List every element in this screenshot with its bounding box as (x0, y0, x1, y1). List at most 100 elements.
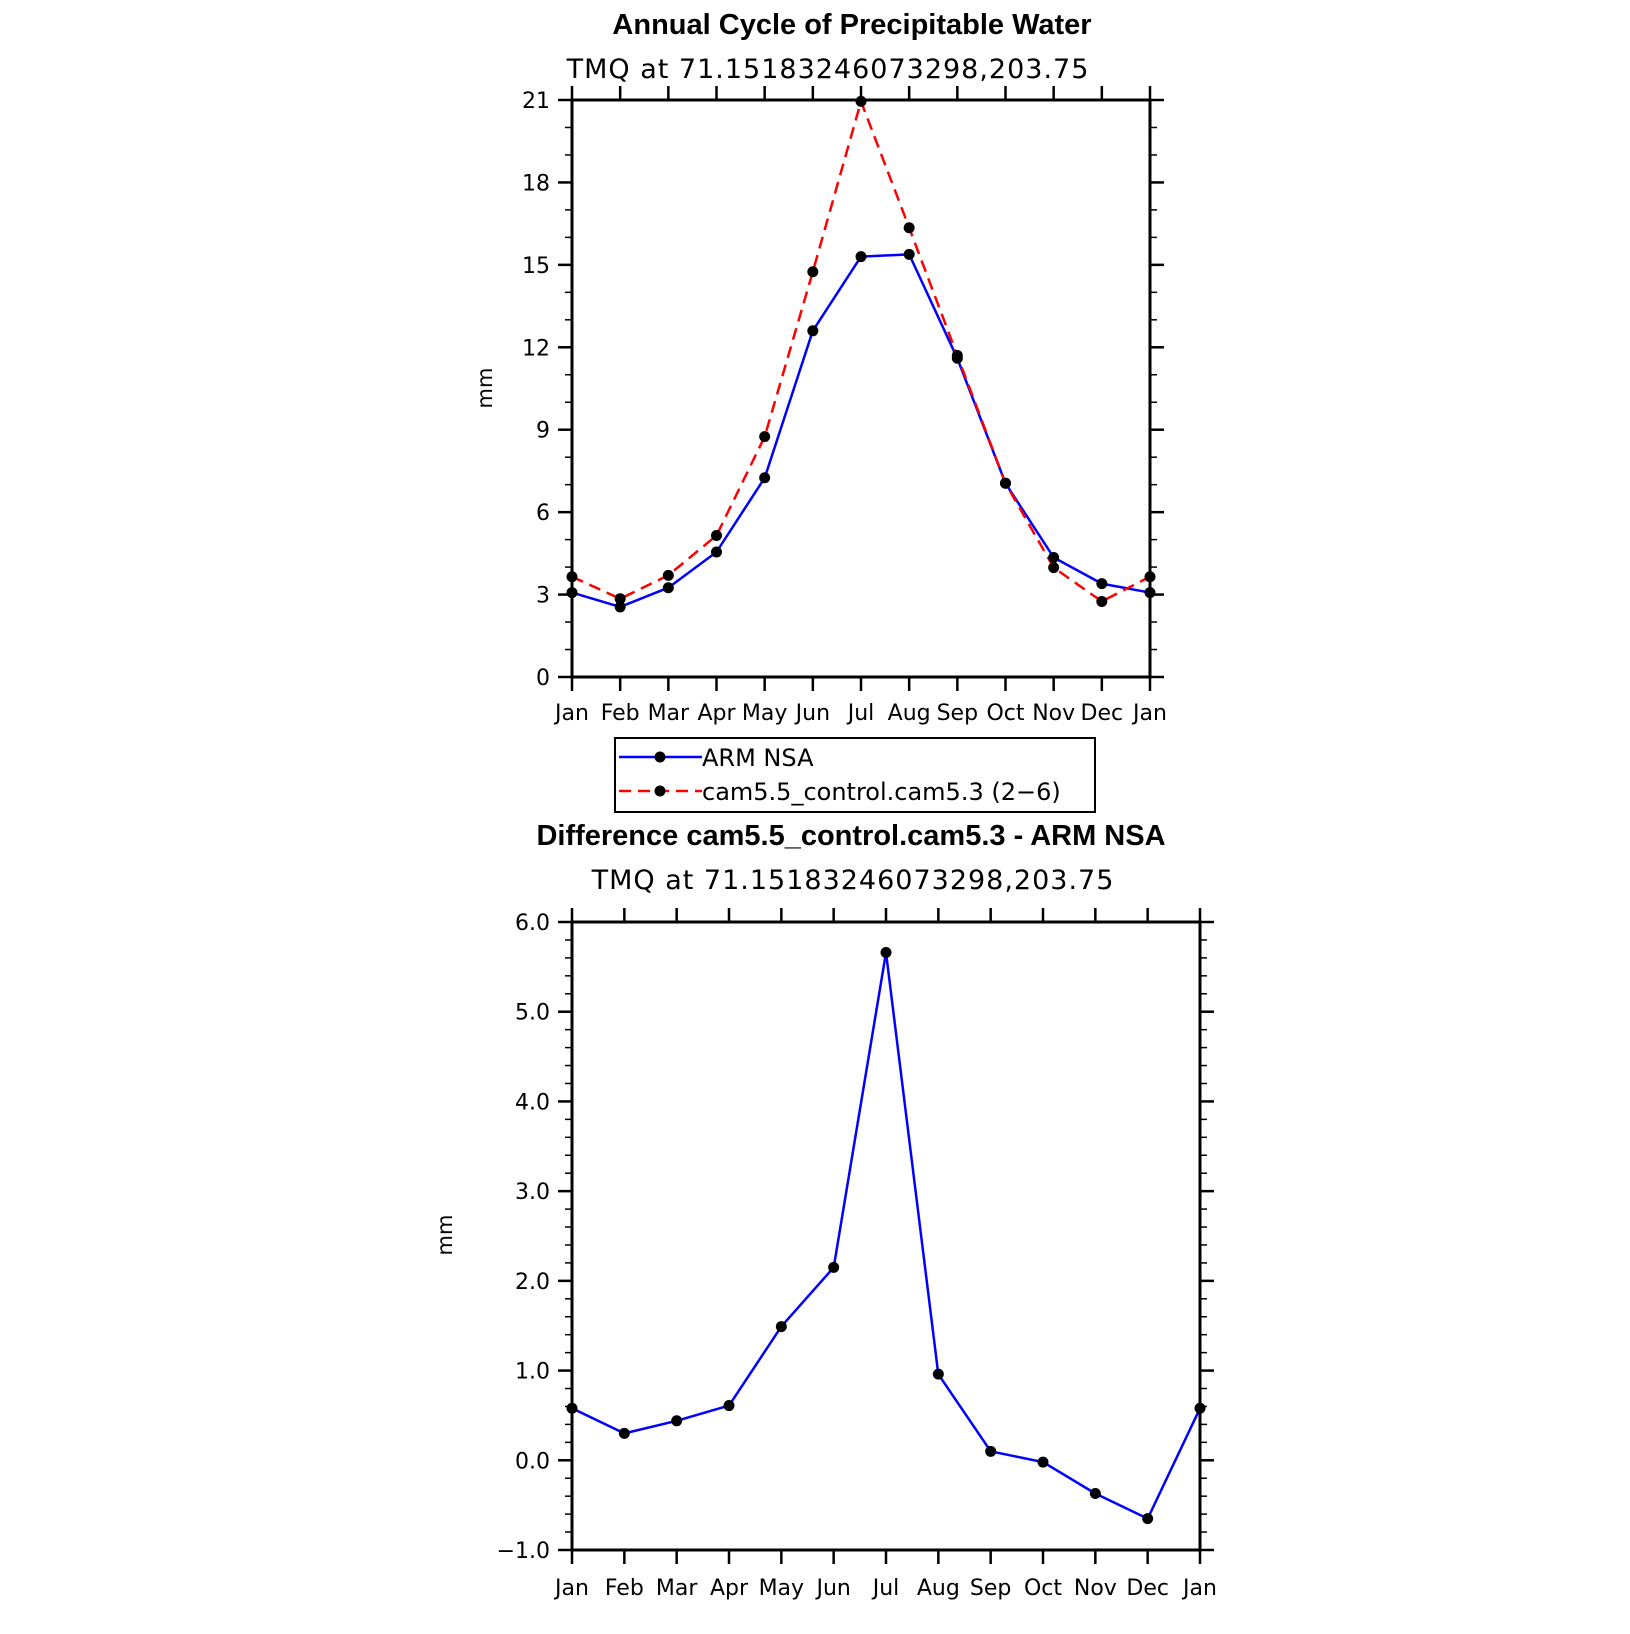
series-line-series-1 (571, 951, 1202, 1520)
legend-marker-arm-nsa (654, 751, 666, 763)
data-point-series-1 (932, 1368, 944, 1380)
data-point-arm-nsa (614, 601, 626, 613)
y-tick-label: 6.0 (515, 911, 550, 936)
data-point-series-1 (1142, 1513, 1154, 1525)
data-point-series-1 (985, 1445, 997, 1457)
legend-marker-cam (654, 785, 666, 797)
data-point-series-1 (671, 1415, 683, 1427)
x-tick-label-jan: Jan (553, 701, 589, 726)
x-tick-label-oct: Oct (986, 701, 1024, 726)
y-tick-label: 0.0 (515, 1449, 550, 1474)
x-tick-label-mar: Mar (656, 1576, 698, 1601)
x-tick-label-jun: Jun (794, 701, 830, 726)
x-tick-label-may: May (742, 701, 787, 726)
data-point-arm-nsa (903, 248, 915, 260)
data-point-cam5-5-control-cam5-3-2-6 (1000, 477, 1011, 489)
y-tick-label: 9 (536, 419, 550, 444)
x-tick-label-oct: Oct (1024, 1576, 1062, 1601)
data-point-cam5-5-control-cam5-3-2-6 (1096, 595, 1108, 607)
y-tick-label: 4.0 (515, 1090, 550, 1115)
data-point-cam5-5-control-cam5-3-2-6 (951, 350, 963, 362)
x-tick-label-feb: Feb (601, 701, 640, 726)
series-line-arm-nsa (571, 253, 1151, 609)
series-line-cam5-5-control-cam5-3-2-6 (571, 100, 1151, 603)
data-point-cam5-5-control-cam5-3-2-6 (759, 431, 771, 443)
legend: ARM NSA cam5.5_control.cam5.3 (2−6) (614, 737, 1096, 813)
x-tick-label-dec: Dec (1081, 701, 1124, 726)
chart-subtitle: TMQ at 71.15183246073298,203.75 (591, 865, 1115, 896)
x-tick-label-jun: Jun (814, 1576, 850, 1601)
x-tick-label-jan: Jan (1181, 1576, 1217, 1601)
data-point-series-1 (828, 1261, 840, 1273)
data-point-series-1 (1037, 1456, 1049, 1468)
chart-difference: Difference cam5.5_control.cam5.3 - ARM N… (433, 820, 1217, 1601)
data-point-arm-nsa (662, 582, 674, 594)
x-tick-label-jan: Jan (1131, 701, 1167, 726)
data-point-arm-nsa (1048, 551, 1060, 563)
x-tick-label-may: May (759, 1576, 804, 1601)
y-tick-label: 1.0 (515, 1360, 550, 1385)
y-axis-label: mm (433, 1215, 457, 1256)
data-point-series-1 (1089, 1487, 1101, 1499)
chart-title: Annual Cycle of Precipitable Water (612, 9, 1091, 41)
chart-title: Difference cam5.5_control.cam5.3 - ARM N… (536, 820, 1165, 852)
data-point-cam5-5-control-cam5-3-2-6 (903, 222, 915, 234)
legend-entry-arm-nsa: ARM NSA (619, 744, 814, 772)
data-point-series-1 (618, 1427, 630, 1439)
y-tick-label: 6 (536, 501, 550, 526)
chart-subtitle: TMQ at 71.15183246073298,203.75 (566, 54, 1090, 85)
y-axis-label: mm (473, 368, 497, 409)
x-tick-label-jan: Jan (553, 1576, 589, 1601)
x-tick-label-aug: Aug (917, 1576, 960, 1601)
y-tick-label: −1.0 (497, 1539, 550, 1564)
series-layer (566, 95, 1156, 613)
y-ticks: 0 3 6 9 12 15 18 21 (522, 89, 1164, 691)
y-tick-label: 3 (536, 584, 550, 609)
legend-entry-cam: cam5.5_control.cam5.3 (2−6) (619, 778, 1061, 806)
x-tick-label-mar: Mar (648, 701, 690, 726)
series-layer (566, 947, 1206, 1525)
x-tick-label-jul: Jul (871, 1576, 900, 1601)
y-tick-label: 21 (522, 89, 550, 114)
y-tick-label: 15 (522, 254, 550, 279)
data-point-series-1 (775, 1321, 787, 1333)
x-tick-label-nov: Nov (1032, 701, 1075, 726)
y-ticks: −1.0 0.0 1.0 2.0 3.0 4.0 5.0 6.0 (497, 911, 1214, 1564)
data-point-series-1 (880, 947, 892, 959)
y-tick-label: 18 (522, 171, 550, 196)
plot-frame (570, 920, 1202, 1552)
data-point-cam5-5-control-cam5-3-2-6 (807, 266, 819, 278)
y-tick-label: 3.0 (515, 1180, 550, 1205)
x-tick-label-feb: Feb (605, 1576, 644, 1601)
x-tick-label-sep: Sep (970, 1576, 1011, 1601)
data-point-arm-nsa (759, 472, 771, 484)
x-tick-label-apr: Apr (697, 701, 736, 726)
x-tick-label-jul: Jul (846, 701, 875, 726)
legend-label-arm-nsa: ARM NSA (702, 744, 814, 772)
y-tick-label: 2.0 (515, 1270, 550, 1295)
data-point-cam5-5-control-cam5-3-2-6 (1048, 562, 1060, 574)
plot-frame (570, 98, 1152, 679)
y-tick-label: 0 (536, 666, 550, 691)
legend-box (614, 737, 1096, 813)
y-tick-label: 12 (522, 336, 550, 361)
y-tick-label: 5.0 (515, 1001, 550, 1026)
x-tick-label-nov: Nov (1074, 1576, 1117, 1601)
data-point-cam5-5-control-cam5-3-2-6 (662, 569, 674, 581)
x-tick-label-sep: Sep (937, 701, 978, 726)
x-tick-label-apr: Apr (710, 1576, 749, 1601)
x-tick-label-aug: Aug (888, 701, 931, 726)
chart-annual-cycle: Annual Cycle of Precipitable Water TMQ a… (473, 9, 1167, 813)
x-tick-label-dec: Dec (1126, 1576, 1169, 1601)
x-ticks: Jan Feb Mar Apr May Jun Jul Aug Sep Oct Nov Dec Jan (553, 908, 1217, 1601)
data-point-arm-nsa (1096, 578, 1108, 590)
data-point-arm-nsa (855, 251, 867, 263)
x-ticks: Jan Feb Mar Apr May Jun Jul Aug Sep Oct Nov Dec Jan (553, 86, 1167, 726)
data-point-cam5-5-control-cam5-3-2-6 (711, 529, 722, 541)
data-point-series-1 (723, 1400, 735, 1412)
data-point-cam5-5-control-cam5-3-2-6 (614, 593, 626, 605)
data-point-arm-nsa (807, 325, 819, 337)
data-point-arm-nsa (711, 546, 722, 558)
